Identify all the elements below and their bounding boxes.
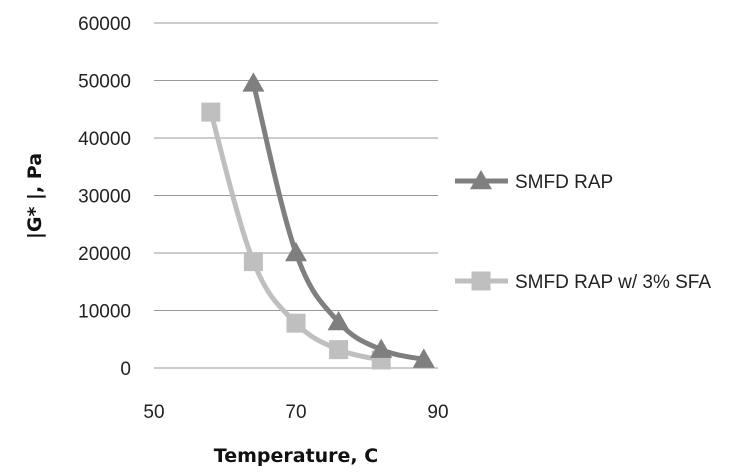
y-tick-30000: 30000 [78, 187, 131, 208]
series-0 [242, 72, 435, 368]
x-tick-90: 90 [427, 402, 448, 423]
series-layer [201, 72, 435, 370]
series-0-point-0 [242, 72, 265, 92]
legend-item-0: SMFD RAP [455, 170, 613, 193]
series-0-point-1 [285, 242, 307, 262]
legend-label-1: SMFD RAP w/ 3% SFA [515, 272, 711, 293]
legend-marker-1 [471, 271, 491, 291]
series-1-point-0 [201, 102, 221, 122]
series-1-point-3 [329, 340, 349, 360]
x-tick-50: 50 [143, 402, 164, 423]
series-1-point-2 [286, 313, 306, 333]
y-tick-40000: 40000 [78, 129, 131, 150]
legend-label-0: SMFD RAP [515, 172, 613, 193]
y-tick-10000: 10000 [78, 302, 131, 323]
y-tick-50000: 50000 [78, 72, 131, 93]
legend: SMFD RAP SMFD RAP w/ 3% SFA [455, 170, 711, 293]
y-tick-20000: 20000 [78, 244, 131, 265]
series-0-point-3 [370, 338, 393, 358]
y-axis-title: |G* |, Pa [24, 153, 46, 239]
x-tick-70: 70 [285, 402, 306, 423]
series-0-point-4 [412, 348, 435, 368]
legend-marker-0 [470, 170, 492, 190]
series-1 [201, 102, 391, 370]
series-0-point-2 [327, 311, 350, 331]
x-axis-title: Temperature, C [214, 445, 378, 467]
series-1-point-1 [243, 252, 263, 272]
y-tick-60000: 60000 [78, 14, 131, 35]
y-tick-0: 0 [120, 359, 131, 380]
tick-labels: 0 10000 20000 30000 40000 50000 60000 50 70 90 [78, 14, 448, 423]
legend-item-1: SMFD RAP w/ 3% SFA [455, 271, 711, 293]
